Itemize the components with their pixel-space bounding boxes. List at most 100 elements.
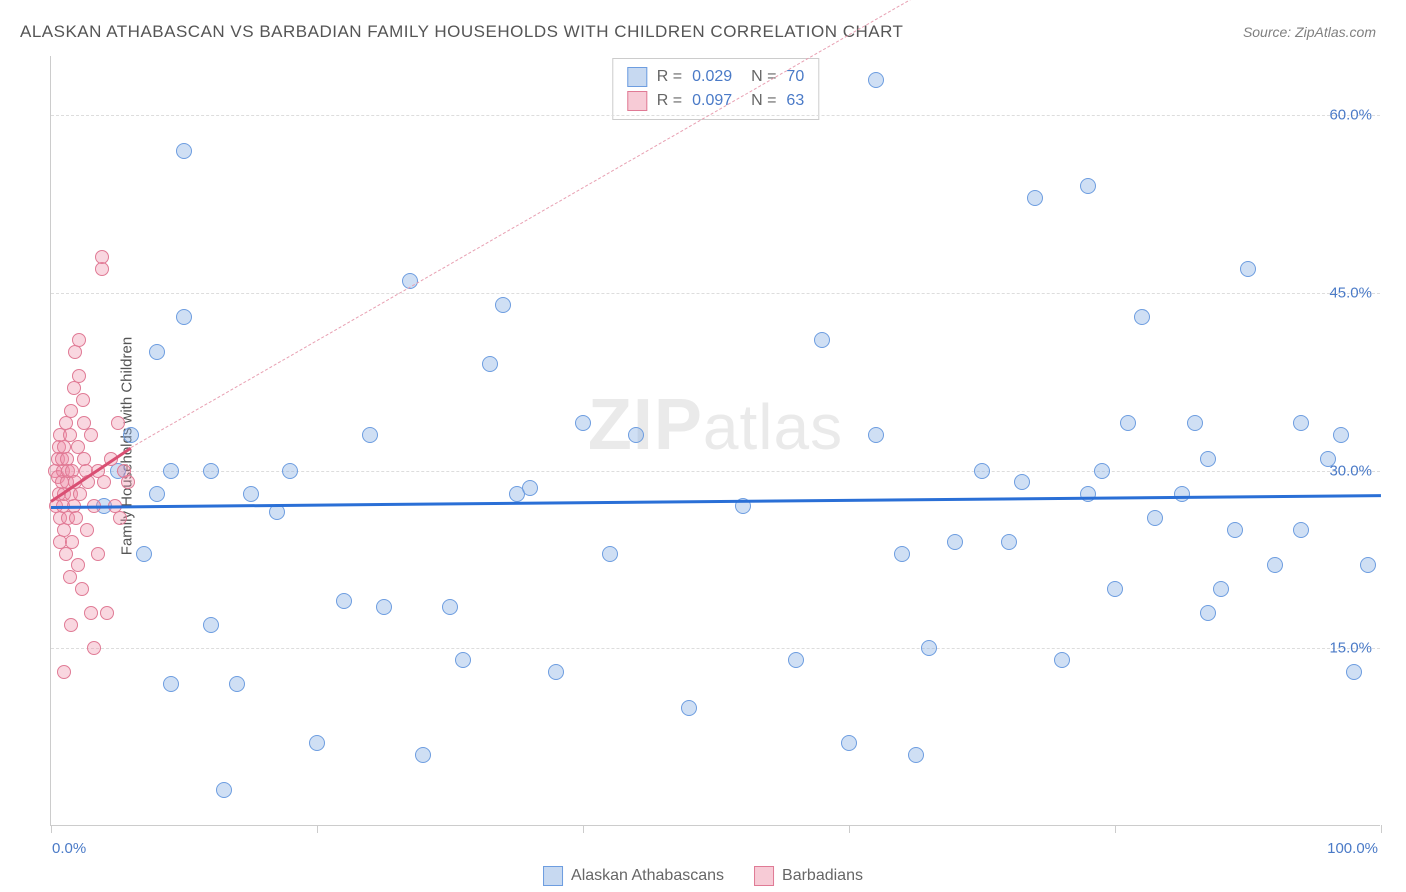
data-point [947,534,963,550]
data-point [282,463,298,479]
data-point [72,333,86,347]
data-point [75,582,89,596]
data-point [149,344,165,360]
data-point [84,606,98,620]
x-tick [583,825,584,833]
data-point [149,486,165,502]
data-point [442,599,458,615]
data-point [868,72,884,88]
source-attribution: Source: ZipAtlas.com [1243,24,1376,40]
data-point [908,747,924,763]
data-point [136,546,152,562]
data-point [100,606,114,620]
r-value: 0.097 [692,89,732,113]
data-point [73,487,87,501]
data-point [1213,581,1229,597]
data-point [548,664,564,680]
y-tick-label: 60.0% [1329,107,1372,124]
plot-area: ZIPatlas R = 0.029 N = 70R = 0.097 N = 6… [50,56,1380,826]
data-point [894,546,910,562]
data-point [163,676,179,692]
data-point [87,641,101,655]
series-swatch [627,67,647,87]
data-point [602,546,618,562]
data-point [1267,557,1283,573]
data-point [229,676,245,692]
data-point [1080,178,1096,194]
data-point [121,475,135,489]
r-label: R = [657,65,682,89]
watermark: ZIPatlas [588,384,843,466]
data-point [415,747,431,763]
x-tick [51,825,52,833]
data-point [111,416,125,430]
source-value: ZipAtlas.com [1295,24,1376,40]
data-point [1360,557,1376,573]
data-point [91,547,105,561]
legend-item: Alaskan Athabascans [543,866,724,886]
data-point [1320,451,1336,467]
data-point [482,356,498,372]
data-point [1001,534,1017,550]
data-point [1200,605,1216,621]
data-point [974,463,990,479]
data-point [1293,522,1309,538]
data-point [1027,190,1043,206]
data-point [64,618,78,632]
data-point [123,427,139,443]
series-swatch [627,91,647,111]
n-value: 63 [786,89,804,113]
x-tick [1115,825,1116,833]
r-value: 0.029 [692,65,732,89]
data-point [1227,522,1243,538]
data-point [65,535,79,549]
legend-swatch [754,866,774,886]
data-point [1200,451,1216,467]
data-point [1014,474,1030,490]
data-point [1134,309,1150,325]
gridline [51,293,1380,294]
data-point [80,523,94,537]
gridline [51,471,1380,472]
x-tick-label: 100.0% [1327,840,1378,857]
stats-row: R = 0.029 N = 70 [627,65,804,89]
gridline [51,115,1380,116]
legend-item: Barbadians [754,866,863,886]
data-point [95,250,109,264]
chart-title: ALASKAN ATHABASCAN VS BARBADIAN FAMILY H… [20,22,903,42]
data-point [1120,415,1136,431]
data-point [77,416,91,430]
data-point [495,297,511,313]
data-point [628,427,644,443]
data-point [97,475,111,489]
data-point [76,393,90,407]
data-point [163,463,179,479]
data-point [788,652,804,668]
data-point [203,463,219,479]
data-point [376,599,392,615]
source-label: Source: [1243,24,1291,40]
data-point [575,415,591,431]
data-point [69,511,83,525]
gridline [51,648,1380,649]
data-point [71,558,85,572]
x-tick-label: 0.0% [52,840,86,857]
data-point [814,332,830,348]
y-tick-label: 45.0% [1329,284,1372,301]
x-tick [1381,825,1382,833]
data-point [1240,261,1256,277]
data-point [63,570,77,584]
data-point [841,735,857,751]
data-point [1333,427,1349,443]
data-point [868,427,884,443]
y-tick-label: 15.0% [1329,640,1372,657]
data-point [203,617,219,633]
data-point [1107,581,1123,597]
data-point [64,404,78,418]
data-point [336,593,352,609]
data-point [362,427,378,443]
x-tick [849,825,850,833]
r-label: R = [657,89,682,113]
data-point [1080,486,1096,502]
data-point [113,511,127,525]
